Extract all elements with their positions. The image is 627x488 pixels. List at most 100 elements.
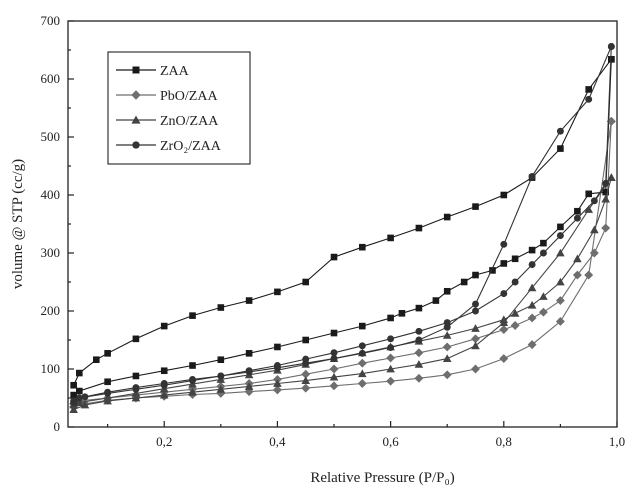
data-point [104,350,111,357]
data-point [511,255,519,263]
y-tick-label: 400 [41,187,61,202]
data-point [132,141,140,149]
data-point [432,297,440,304]
data-point [573,214,581,222]
data-point [607,173,616,182]
data-point [302,336,310,344]
data-point [69,405,78,414]
data-point [601,194,610,203]
data-point [75,398,84,407]
legend-label: ZrO₂/ZAA [160,139,222,154]
desorption-line [73,177,612,406]
data-point [442,331,452,339]
y-tick-label: 200 [41,303,61,318]
data-point [301,369,311,379]
data-point [160,381,168,389]
x-axis: 0,2 0,4 0,6 0,8 1,0 [107,421,625,449]
data-point [443,213,451,221]
data-point [274,288,281,296]
legend-label: PbO/ZAA [160,89,218,104]
data-point [329,364,339,374]
data-point [415,336,423,344]
data-point [602,188,609,196]
data-point [189,377,196,385]
data-point [414,360,424,368]
data-point [585,95,593,103]
data-point [574,207,581,215]
data-point [556,232,564,240]
data-point [245,350,253,357]
data-point [540,239,547,247]
data-point [555,296,565,306]
data-point [330,329,338,337]
y-tick-label: 300 [41,245,61,260]
data-point [132,385,140,393]
data-point [70,381,77,389]
data-point [606,116,616,126]
data-point [189,312,196,319]
data-point [359,322,366,330]
data-point [472,307,479,315]
data-point [500,191,508,199]
data-point [414,348,424,358]
x-tick-label: 0,2 [156,434,172,449]
series-circle [70,43,615,407]
data-point [330,253,338,261]
data-point [387,344,395,352]
data-point [160,367,168,375]
data-point [499,315,509,324]
data-point [387,234,394,242]
data-point [244,382,254,390]
data-point [557,223,564,231]
data-point [572,270,582,280]
data-point [538,307,548,317]
legend-label: ZnO/ZAA [160,114,219,129]
data-point [471,324,480,332]
data-point [358,342,366,350]
data-point [131,115,141,124]
data-point [527,340,537,350]
data-point [387,314,394,322]
data-point [471,334,480,344]
adsorption-line [73,177,612,411]
y-tick-label: 500 [41,129,61,144]
data-point [528,246,536,254]
data-point [358,349,366,357]
x-tick-label: 0,8 [496,434,512,449]
data-point [76,387,83,395]
data-point [500,290,508,298]
data-point [92,356,100,364]
data-point [273,379,282,387]
data-point [132,66,140,74]
data-point [76,369,83,377]
x-tick-label: 1,0 [609,434,625,449]
data-point [159,390,169,399]
data-point [510,309,520,317]
data-point [131,393,141,402]
y-axis-title: volume @ STP (cc/g) [10,159,26,289]
legend: ZAA PbO/ZAA ZnO/ZAA ZrO₂/ZAA [107,51,251,165]
data-point [442,370,452,380]
x-tick-label: 0,6 [382,434,399,449]
data-point [217,356,225,364]
data-point [527,300,537,309]
data-point [217,372,225,380]
data-point [70,397,78,405]
data-point [527,313,537,323]
data-point [510,321,520,330]
data-point [442,342,452,352]
data-point [357,358,367,368]
data-point [329,372,339,381]
data-point [131,90,141,100]
data-point [104,389,112,397]
data-point [386,353,396,363]
data-point [500,260,508,267]
data-point [160,322,168,330]
data-point [217,304,225,311]
data-point [443,287,451,295]
data-point [471,364,480,374]
data-point [584,205,593,213]
series-triangle [69,173,616,414]
data-point [555,316,565,326]
